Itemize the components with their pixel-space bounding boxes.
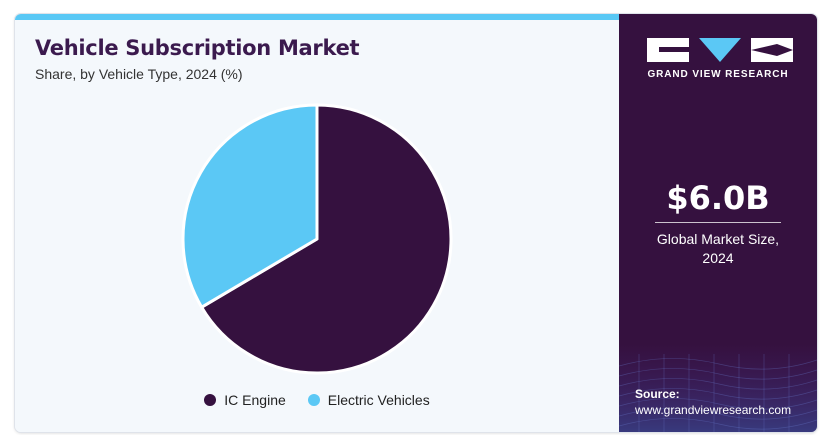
legend-label-electric-vehicles: Electric Vehicles	[327, 392, 430, 408]
market-size-value: $6.0B	[666, 179, 770, 217]
market-size-label-line2: 2024	[702, 250, 734, 266]
source-block: Source: www.grandviewresearch.com	[635, 386, 791, 418]
pie-slice-ic-engine	[200, 103, 453, 375]
chart-subtitle: Share, by Vehicle Type, 2024 (%)	[35, 66, 243, 82]
wave-background	[619, 344, 817, 432]
chart-panel: Vehicle Subscription Market Share, by Ve…	[15, 14, 619, 432]
infographic-card: Vehicle Subscription Market Share, by Ve…	[15, 14, 817, 432]
source-url[interactable]: www.grandviewresearch.com	[635, 403, 792, 417]
gvr-logo-icon	[647, 38, 793, 62]
pie-slice-electric-vehicles	[181, 103, 319, 309]
summary-panel: GRAND VIEW RESEARCH $6.0B Global Market …	[619, 14, 817, 432]
legend-swatch-ic-engine	[204, 394, 217, 406]
market-size-label: Global Market Size, 2024	[619, 230, 817, 268]
accent-bar	[15, 14, 619, 20]
brand-name: GRAND VIEW RESEARCH	[647, 69, 789, 80]
legend-item-ic-engine: IC Engine	[204, 392, 286, 408]
source-label: Source:	[635, 387, 680, 401]
legend-label-ic-engine: IC Engine	[224, 392, 286, 408]
kpi-divider	[655, 222, 781, 223]
pie-chart	[181, 103, 453, 375]
chart-legend: IC Engine Electric Vehicles	[15, 392, 619, 408]
market-size-label-line1: Global Market Size,	[656, 231, 780, 247]
legend-item-electric-vehicles: Electric Vehicles	[307, 392, 430, 408]
legend-swatch-electric-vehicles	[307, 394, 320, 406]
chart-title: Vehicle Subscription Market	[35, 36, 360, 60]
